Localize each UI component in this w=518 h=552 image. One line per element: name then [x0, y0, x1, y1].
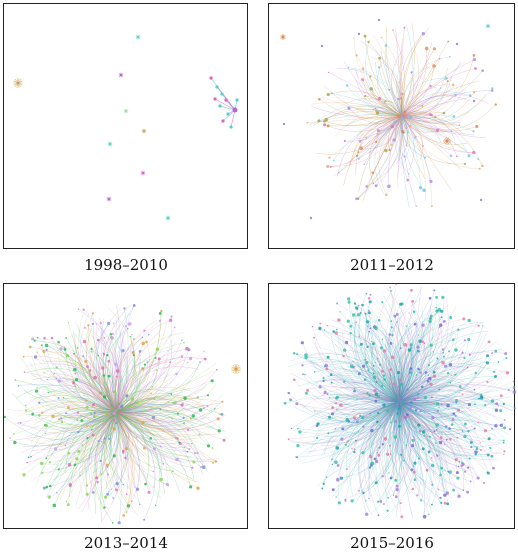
network-panel-2013-2014	[3, 283, 248, 529]
hub-star-node	[443, 137, 451, 145]
panel-caption-2011-2012: 2011–2012	[350, 256, 434, 274]
isolated-node	[357, 32, 361, 36]
network-panel-1998-2010	[3, 3, 248, 249]
network-graph-1998-2010	[13, 34, 239, 221]
panel-caption-2015-2016: 2015–2016	[350, 534, 434, 552]
small-cluster	[209, 76, 239, 129]
isolated-node	[123, 108, 129, 114]
isolated-star-node	[231, 364, 241, 374]
isolated-node	[479, 198, 483, 202]
node-layer	[283, 284, 516, 519]
network-panel-2015-2016	[268, 283, 516, 529]
panel-caption-2013-2014: 2013–2014	[84, 534, 168, 552]
isolated-node	[106, 196, 112, 202]
isolated-node	[118, 72, 124, 78]
isolated-node	[377, 18, 381, 22]
isolated-node	[165, 215, 171, 221]
isolated-node	[472, 99, 476, 103]
isolated-node	[320, 44, 324, 48]
isolated-node	[309, 216, 313, 220]
isolated-node	[135, 34, 141, 40]
isolated-star-node	[485, 23, 491, 29]
isolated-node	[141, 128, 147, 134]
network-graph-2013-2014	[4, 304, 241, 525]
edge-layer	[285, 284, 515, 520]
isolated-node	[140, 170, 146, 176]
node-layer	[4, 304, 226, 525]
network-panel-2011-2012	[268, 3, 515, 249]
isolated-star-node	[280, 34, 286, 40]
node-layer	[306, 26, 497, 208]
isolated-node	[455, 42, 459, 46]
edge-layer	[307, 23, 496, 207]
isolated-node	[107, 141, 113, 147]
network-graph-2011-2012	[280, 18, 497, 220]
network-graph-2015-2016	[283, 284, 516, 520]
isolated-star-node	[13, 78, 23, 88]
isolated-node	[282, 122, 286, 126]
panel-caption-1998-2010: 1998–2010	[84, 256, 168, 274]
